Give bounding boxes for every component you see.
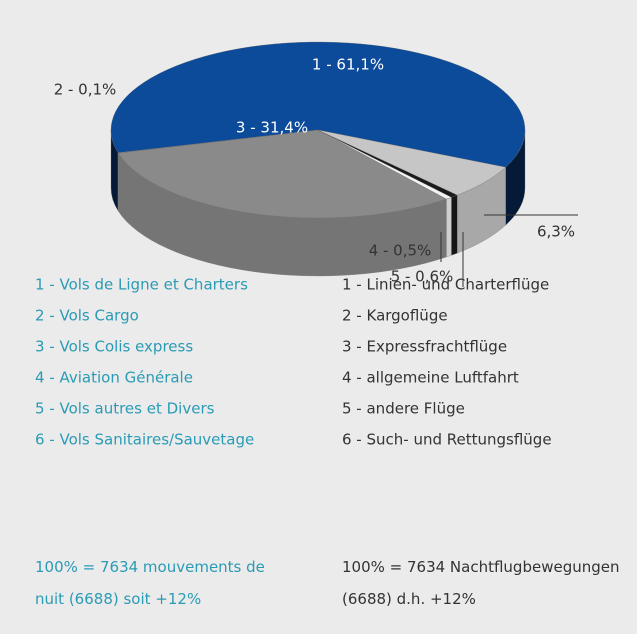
- data-label: 2 - 0,1%: [54, 81, 117, 99]
- note-fr: 100% = 7634 mouvements de nuit (6688) so…: [35, 558, 265, 608]
- legend-de: 4 - allgemeine Luftfahrt: [342, 369, 519, 387]
- legend-de: 1 - Linien- und Charterflüge: [342, 276, 549, 294]
- data-label: 6,3%: [537, 223, 575, 241]
- data-label: 3 - 31,4%: [236, 119, 308, 137]
- pie-slice: [110, 41, 526, 168]
- pie-slice: [118, 129, 447, 219]
- pie-side: [446, 197, 452, 258]
- data-label: 4 - 0,5%: [369, 242, 432, 260]
- legend-fr: 4 - Aviation Générale: [35, 369, 193, 387]
- legend-fr: 6 - Vols Sanitaires/Sauvetage: [35, 431, 254, 449]
- legend-fr: 5 - Vols autres et Divers: [35, 400, 215, 418]
- legend-de: 6 - Such- und Rettungsflüge: [342, 431, 552, 449]
- legend-fr: 2 - Vols Cargo: [35, 307, 139, 325]
- note-de: 100% = 7634 Nachtflugbewegungen (6688) d…: [342, 558, 620, 608]
- legend-fr: 1 - Vols de Ligne et Charters: [35, 276, 248, 294]
- legend-de: 2 - Kargoflüge: [342, 307, 448, 325]
- legend-de: 5 - andere Flüge: [342, 400, 465, 418]
- legend-fr: 3 - Vols Colis express: [35, 338, 193, 356]
- pie-slice: [317, 129, 506, 196]
- data-label: 1 - 61,1%: [312, 56, 384, 74]
- legend-de: 3 - Expressfrachtflüge: [342, 338, 507, 356]
- data-label: 5 - 0,6%: [391, 268, 454, 286]
- pie-side: [451, 194, 458, 256]
